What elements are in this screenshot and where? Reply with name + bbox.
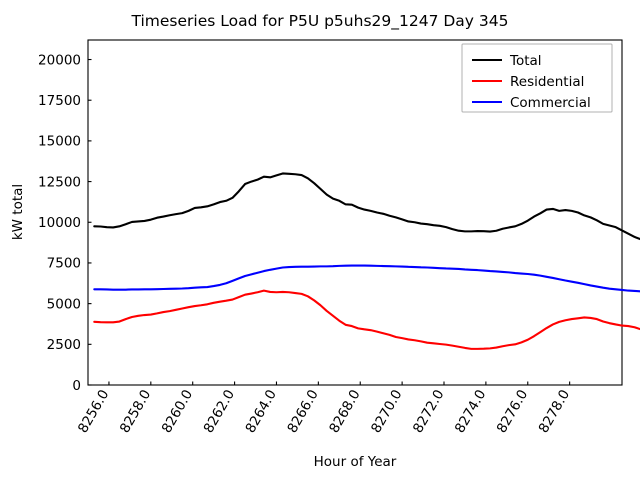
legend-label-residential: Residential — [510, 74, 584, 90]
x-tick-label: 8262.0 — [201, 387, 238, 436]
y-tick-label: 15000 — [38, 134, 81, 150]
x-tick-label: 8274.0 — [452, 387, 489, 436]
plot-frame — [87, 39, 623, 386]
x-axis-label-group: Hour of Year — [314, 454, 397, 470]
x-tick-label: 8276.0 — [494, 387, 531, 436]
y-axis-label: kW total — [10, 184, 26, 240]
series-group — [93, 172, 640, 350]
chart-title: Timeseries Load for P5U p5uhs29_1247 Day… — [131, 12, 509, 31]
y-tick-label: 2500 — [47, 337, 81, 353]
x-tick-label: 8264.0 — [242, 387, 279, 436]
series-line-total — [93, 172, 640, 241]
y-tick-label: 12500 — [38, 174, 81, 190]
x-tick-label: 8258.0 — [117, 387, 154, 436]
x-tick-label: 8266.0 — [284, 387, 321, 436]
y-tick-label: 20000 — [38, 52, 81, 68]
x-tick-label: 8278.0 — [536, 387, 573, 436]
y-axis-ticks: 0 2500 5000 7500 10000 12500 15000 17500 20000 — [38, 52, 92, 394]
legend-label-total: Total — [509, 53, 542, 69]
y-tick-label: 5000 — [47, 296, 81, 312]
x-tick-label: 8268.0 — [326, 387, 363, 436]
chart-title-group: Timeseries Load for P5U p5uhs29_1247 Day… — [131, 12, 509, 31]
y-tick-label: 17500 — [38, 93, 81, 109]
y-tick-label: 7500 — [47, 256, 81, 272]
plot-border — [87, 39, 623, 386]
x-tick-label: 8256.0 — [75, 387, 112, 436]
y-axis-label-group: kW total — [10, 184, 26, 240]
x-tick-label: 8260.0 — [159, 387, 196, 436]
y-tick-label: 0 — [72, 378, 81, 394]
chart-legend[interactable]: Total Residential Commercial — [461, 43, 613, 113]
series-line-residential — [93, 289, 640, 350]
x-tick-label: 8272.0 — [410, 387, 447, 436]
series-line-commercial — [93, 264, 640, 293]
legend-label-commercial: Commercial — [510, 95, 591, 111]
x-tick-label: 8270.0 — [368, 387, 405, 436]
y-tick-label: 10000 — [38, 215, 81, 231]
x-axis-label: Hour of Year — [314, 454, 397, 470]
x-axis-ticks: 8256.0 8258.0 8260.0 8262.0 8264.0 8266.0 8268… — [75, 381, 573, 436]
